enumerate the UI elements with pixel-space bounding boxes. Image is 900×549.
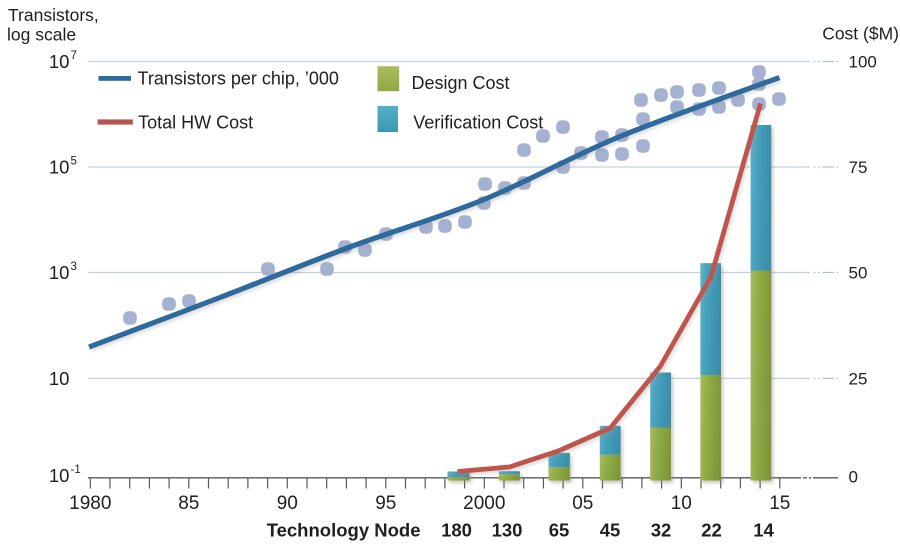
svg-text:65: 65: [549, 520, 570, 541]
svg-text:Cost ($M): Cost ($M): [822, 24, 899, 44]
svg-text:14: 14: [753, 520, 774, 541]
svg-text:10: 10: [671, 493, 692, 514]
svg-text:log scale: log scale: [7, 25, 76, 45]
svg-text:90: 90: [277, 493, 298, 514]
svg-text:Transistors,: Transistors,: [8, 5, 99, 25]
svg-text:15: 15: [769, 493, 790, 514]
svg-text:0: 0: [849, 468, 858, 487]
svg-text:10: 10: [49, 465, 70, 486]
svg-text:Design Cost: Design Cost: [412, 73, 510, 93]
svg-text:3: 3: [71, 261, 77, 273]
svg-text:Total HW Cost: Total HW Cost: [138, 113, 253, 133]
svg-text:1980: 1980: [69, 493, 111, 514]
svg-text:Transistors per chip, ’000: Transistors per chip, ’000: [138, 69, 339, 89]
svg-text:25: 25: [849, 370, 868, 389]
svg-text:50: 50: [849, 264, 868, 283]
svg-text:Technology Node: Technology Node: [267, 520, 421, 541]
svg-text:130: 130: [492, 520, 523, 541]
svg-text:95: 95: [375, 493, 396, 514]
svg-text:100: 100: [849, 53, 877, 72]
svg-text:180: 180: [441, 520, 472, 541]
svg-text:10: 10: [49, 51, 70, 72]
svg-text:22: 22: [701, 520, 722, 541]
svg-text:-1: -1: [71, 464, 81, 476]
svg-text:75: 75: [849, 158, 868, 177]
svg-text:32: 32: [651, 520, 672, 541]
svg-text:Verification Cost: Verification Cost: [413, 113, 543, 133]
svg-text:10: 10: [49, 368, 70, 389]
svg-text:10: 10: [49, 157, 70, 178]
svg-text:45: 45: [600, 520, 621, 541]
svg-text:2000: 2000: [463, 493, 505, 514]
svg-text:5: 5: [71, 156, 77, 168]
svg-text:05: 05: [572, 493, 593, 514]
svg-text:10: 10: [49, 262, 70, 283]
svg-text:85: 85: [178, 493, 199, 514]
svg-text:7: 7: [71, 50, 77, 62]
